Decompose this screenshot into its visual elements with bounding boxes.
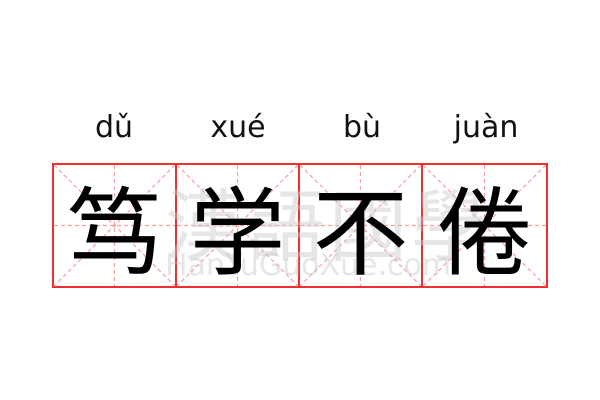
hanzi-3: 不 [312, 178, 409, 290]
hanzi-4: 倦 [436, 178, 533, 290]
guide-lines [423, 165, 546, 286]
pinyin-4: juàn [453, 110, 519, 145]
guide-lines [54, 165, 175, 286]
grid-cell: 学 [177, 165, 300, 290]
grid-cell: 不 [300, 165, 423, 290]
pinyin-1: dǔ [94, 110, 134, 145]
hanzi-1: 笃 [66, 178, 163, 290]
character-grid: 笃 学 不 倦 [52, 163, 548, 290]
pinyin-2: xué [210, 110, 266, 145]
guide-lines [177, 165, 298, 286]
pinyin-3: bù [342, 110, 382, 145]
grid-cell: 倦 [423, 165, 546, 290]
grid-cell: 笃 [54, 165, 177, 290]
guide-lines [300, 165, 421, 286]
hanzi-2: 学 [189, 178, 286, 290]
pinyin-row: dǔ xué bù juàn [52, 108, 548, 148]
